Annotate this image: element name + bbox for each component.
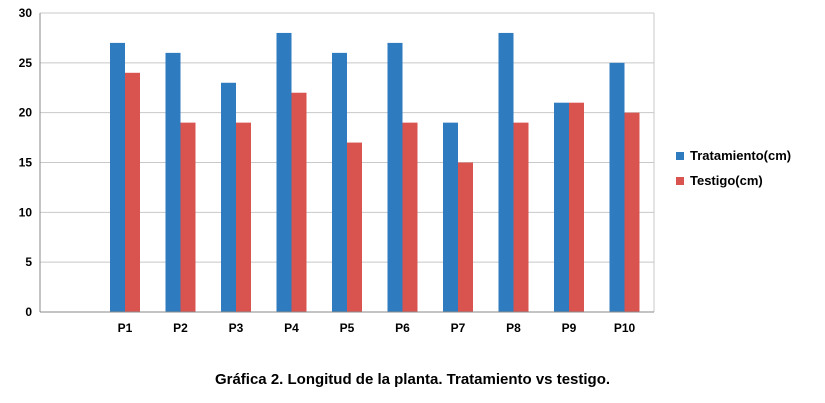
x-tick-label: P7 [451, 321, 466, 335]
x-tick-label: P10 [614, 321, 636, 335]
legend-label: Testigo(cm) [690, 173, 763, 188]
legend-label: Tratamiento(cm) [690, 148, 791, 163]
x-tick-label: P5 [340, 321, 355, 335]
y-axis: 0 5 10 15 20 25 30 [19, 6, 41, 319]
x-tick-label: P6 [395, 321, 410, 335]
legend-swatch [676, 152, 684, 160]
bar-tratamiento-p3 [221, 82, 236, 313]
bar-testigo-p4 [291, 92, 307, 312]
bar-testigo-p7 [458, 162, 473, 312]
y-tick-label: 5 [25, 255, 32, 269]
y-tick-label: 20 [19, 106, 33, 120]
y-tick-label: 30 [19, 6, 33, 20]
bar-tratamiento-p8 [498, 32, 514, 312]
bar-tratamiento-p9 [554, 102, 569, 312]
figure-caption: Gráfica 2. Longitud de la planta. Tratam… [214, 371, 611, 388]
bar-testigo-p1 [125, 72, 140, 312]
x-tick-label: P2 [173, 321, 188, 335]
bar-testigo-p6 [402, 122, 418, 312]
bars [110, 32, 640, 313]
bar-tratamiento-p6 [387, 42, 403, 313]
x-tick-label: P3 [229, 321, 244, 335]
bar-testigo-p10 [624, 112, 640, 313]
bar-testigo-p2 [180, 122, 196, 312]
bar-testigo-p9 [569, 102, 584, 312]
y-tick-label: 15 [19, 156, 33, 170]
y-tick-label: 10 [19, 205, 33, 219]
x-tick-label: P9 [562, 321, 577, 335]
y-tick-label: 0 [25, 305, 32, 319]
bar-tratamiento-p7 [443, 122, 458, 312]
x-axis: P1 P2 P3 P4 P5 P6 P7 P8 P9 P10 [40, 311, 654, 335]
x-tick-label: P4 [284, 321, 299, 335]
bar-tratamiento-p4 [276, 32, 292, 312]
bar-testigo-p8 [513, 122, 529, 312]
bar-tratamiento-p1 [110, 42, 125, 313]
legend-swatch [676, 177, 684, 185]
bar-chart: 0 5 10 15 20 25 30 P1 P2 P3 P4 P5 P6 P7 P8 P9 P10 Trata… [19, 6, 792, 335]
y-tick-label: 25 [19, 56, 33, 70]
bar-testigo-p5 [347, 142, 362, 312]
bar-testigo-p3 [236, 122, 251, 312]
bar-tratamiento-p5 [332, 52, 347, 312]
x-tick-label: P1 [118, 321, 133, 335]
legend: Tratamiento(cm) Testigo(cm) [676, 148, 791, 188]
bar-tratamiento-p2 [165, 52, 181, 312]
x-tick-label: P8 [506, 321, 521, 335]
bar-tratamiento-p10 [609, 62, 625, 313]
